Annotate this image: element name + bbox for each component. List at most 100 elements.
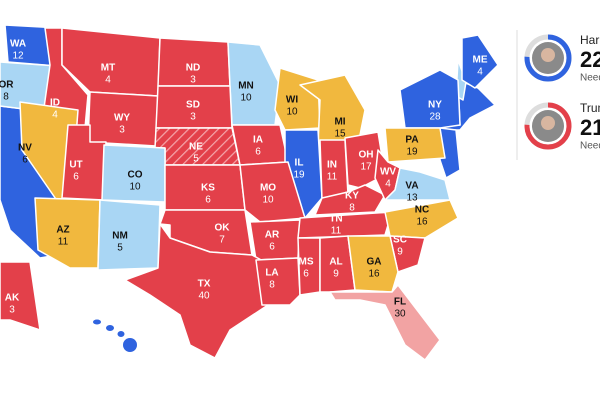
- state-votes: 5: [193, 154, 199, 165]
- state-votes: 10: [286, 107, 298, 118]
- state-abbr: IA: [253, 135, 263, 146]
- state-abbr: CO: [128, 170, 143, 181]
- state-votes: 17: [360, 162, 372, 173]
- state-votes: 4: [385, 179, 391, 190]
- state-abbr: MI: [334, 117, 345, 128]
- state-abbr: SC: [393, 235, 407, 246]
- candidate-name: Harr: [580, 33, 600, 47]
- state-abbr: AK: [5, 293, 20, 304]
- state-abbr: OH: [359, 150, 374, 161]
- state-abbr: AZ: [56, 225, 69, 236]
- state-abbr: ME: [473, 55, 488, 66]
- state-shape: [124, 223, 269, 359]
- candidate-votes: 22: [580, 47, 600, 72]
- state-votes: 3: [9, 305, 15, 316]
- state-votes: 9: [397, 247, 403, 258]
- state-votes: 19: [406, 147, 418, 158]
- state-votes: 4: [52, 110, 58, 121]
- state-votes: 11: [327, 172, 338, 183]
- state-abbr: KS: [201, 183, 215, 194]
- state-votes: 6: [269, 242, 275, 253]
- state-shape: [34, 197, 101, 269]
- state-abbr: MO: [260, 183, 276, 194]
- state-votes: 28: [429, 112, 441, 123]
- state-shape: [123, 338, 137, 352]
- state-votes: 7: [219, 235, 225, 246]
- state-abbr: WI: [286, 95, 298, 106]
- state-abbr: AL: [329, 257, 342, 268]
- state-abbr: LA: [265, 268, 278, 279]
- state-shape: [297, 211, 393, 239]
- state-abbr: WV: [380, 167, 396, 178]
- state-votes: 30: [394, 309, 406, 320]
- state-votes: 16: [416, 217, 428, 228]
- state-votes: 19: [293, 170, 305, 181]
- state-votes: 9: [333, 269, 339, 280]
- state-votes: 15: [334, 129, 346, 140]
- state-abbr: TN: [329, 214, 342, 225]
- state-abbr: WY: [114, 113, 130, 124]
- candidate-ring: [524, 102, 572, 150]
- state-shape: [93, 319, 101, 325]
- state-abbr: VA: [405, 181, 418, 192]
- state-abbr: UT: [69, 160, 82, 171]
- state-votes: 16: [368, 269, 380, 280]
- state-abbr: OR: [0, 80, 14, 91]
- state-shape: [227, 41, 281, 126]
- candidate-panel: Harr22NeedTrum21Need: [524, 33, 600, 152]
- candidate-ring: [524, 34, 572, 82]
- state-abbr: NM: [112, 231, 128, 242]
- state-votes: 8: [349, 203, 355, 214]
- state-abbr: WA: [10, 39, 26, 50]
- state-abbr: MN: [238, 81, 254, 92]
- state-votes: 5: [117, 243, 123, 254]
- state-abbr: NE: [189, 142, 203, 153]
- state-votes: 8: [269, 280, 275, 291]
- state-abbr: PA: [405, 135, 418, 146]
- state-shape: [255, 257, 301, 306]
- state-abbr: IN: [327, 160, 337, 171]
- state-abbr: FL: [394, 297, 406, 308]
- candidate-votes: 21: [580, 115, 600, 140]
- candidate-note: Need: [580, 141, 600, 152]
- candidate-name: Trum: [580, 101, 600, 115]
- candidate-photo-face: [541, 48, 555, 62]
- state-shape: [106, 325, 114, 331]
- state-votes: 3: [119, 125, 125, 136]
- state-abbr: MT: [101, 63, 115, 74]
- states: [0, 24, 499, 361]
- state-shape: [461, 34, 499, 89]
- state-votes: 10: [240, 93, 252, 104]
- state-votes: 6: [22, 155, 28, 166]
- state-shape: [61, 124, 107, 201]
- state-votes: 4: [477, 67, 483, 78]
- state-abbr: ND: [186, 63, 200, 74]
- state-abbr: KY: [345, 191, 359, 202]
- state-votes: 40: [198, 291, 210, 302]
- state-abbr: AR: [265, 230, 280, 241]
- state-votes: 12: [12, 51, 24, 62]
- state-votes: 10: [129, 182, 141, 193]
- state-votes: 8: [3, 92, 9, 103]
- state-shape: [384, 127, 446, 163]
- state-shape: [347, 235, 399, 293]
- state-shape: [319, 235, 356, 293]
- candidate-photo-face: [541, 116, 555, 130]
- state-votes: 11: [58, 237, 69, 248]
- state-votes: 4: [105, 75, 111, 86]
- state-abbr: SD: [186, 100, 200, 111]
- state-abbr: OK: [215, 223, 231, 234]
- state-shape: [384, 199, 459, 239]
- state-abbr: NC: [415, 205, 429, 216]
- state-shape: [329, 284, 441, 361]
- state-votes: 6: [73, 172, 79, 183]
- state-votes: 6: [205, 195, 211, 206]
- state-votes: 13: [406, 193, 418, 204]
- state-votes: 10: [262, 195, 274, 206]
- state-votes: 11: [331, 226, 342, 237]
- state-shape: [117, 331, 125, 337]
- state-votes: 3: [190, 75, 196, 86]
- state-abbr: NY: [428, 100, 442, 111]
